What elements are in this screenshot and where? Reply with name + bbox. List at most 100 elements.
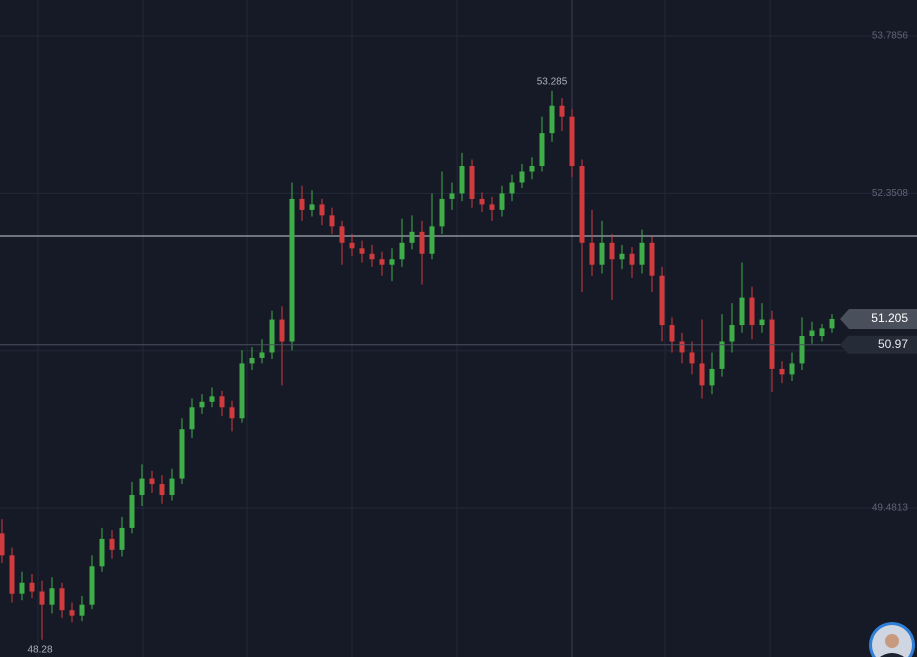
- candle-body: [369, 253, 375, 260]
- candle-body: [229, 407, 235, 419]
- candle-body: [299, 198, 305, 210]
- low-label: 48.28: [27, 644, 52, 655]
- candle-body: [219, 396, 225, 408]
- candle-body: [629, 253, 635, 265]
- candle-body: [79, 604, 85, 616]
- candle-body: [279, 319, 285, 342]
- candle-body: [529, 166, 535, 172]
- candle-body: [499, 193, 505, 210]
- candle-body: [479, 198, 485, 205]
- candle-body: [309, 204, 315, 210]
- price-label: 51.205: [871, 311, 908, 325]
- candle-body: [559, 105, 565, 117]
- candle-body: [239, 363, 245, 419]
- candle-body: [269, 319, 275, 353]
- y-tick-label: 53.7856: [872, 31, 909, 42]
- candle-body: [119, 527, 125, 550]
- vertical-grid: [37, 0, 771, 657]
- candle-body: [319, 204, 325, 216]
- candle-body: [329, 215, 335, 227]
- y-tick-label: 52.3508: [872, 188, 909, 199]
- candle-body: [599, 242, 605, 265]
- candle-body: [419, 231, 425, 254]
- candle-body: [829, 319, 835, 329]
- candle-body: [679, 341, 685, 353]
- candle-body: [0, 533, 5, 556]
- candle-body: [39, 591, 45, 605]
- avatar-part: [879, 653, 905, 657]
- candle-body: [289, 198, 295, 342]
- candle-body: [789, 363, 795, 375]
- candle-body: [49, 588, 55, 605]
- candle-body: [579, 166, 585, 243]
- candle-body: [639, 242, 645, 265]
- candle-body: [729, 325, 735, 342]
- candle-body: [539, 133, 545, 167]
- candle-body: [199, 401, 205, 408]
- candle-body: [29, 582, 35, 592]
- candle-body: [699, 363, 705, 386]
- candle-body: [659, 275, 665, 326]
- candle-body: [409, 231, 415, 243]
- candle-body: [649, 242, 655, 276]
- candle-body: [129, 495, 135, 528]
- candle-body: [669, 325, 675, 342]
- candle-body: [619, 253, 625, 260]
- candle-body: [139, 478, 145, 496]
- candle-body: [179, 429, 185, 479]
- candle-body: [189, 407, 195, 430]
- candle-body: [259, 352, 265, 358]
- candle-body: [209, 396, 215, 402]
- price-tag: [840, 309, 917, 330]
- candle-body: [69, 610, 75, 616]
- candle-body: [149, 478, 155, 485]
- candle-body: [609, 242, 615, 260]
- candle-body: [819, 328, 825, 337]
- candle-body: [449, 193, 455, 199]
- candle-body: [589, 242, 595, 265]
- candle-body: [749, 297, 755, 326]
- candle-body: [689, 352, 695, 364]
- candle-body: [739, 297, 745, 326]
- candle-body: [429, 226, 435, 254]
- candle-body: [469, 166, 475, 199]
- candle-body: [509, 182, 515, 194]
- candle-body: [9, 555, 15, 594]
- candle-body: [719, 341, 725, 369]
- candle-body: [399, 242, 405, 260]
- high-label: 53.285: [537, 77, 568, 88]
- candle-body: [769, 319, 775, 369]
- candle-body: [59, 588, 65, 611]
- candle-body: [169, 478, 175, 496]
- candle-body: [379, 259, 385, 265]
- candle-body: [89, 566, 95, 605]
- candle-body: [159, 484, 165, 496]
- candle-body: [809, 330, 815, 337]
- candle-body: [109, 538, 115, 550]
- candle-body: [439, 198, 445, 227]
- candle-body: [99, 538, 105, 567]
- candle-body: [339, 226, 345, 243]
- candle-body: [389, 259, 395, 265]
- candle-body: [549, 105, 555, 134]
- candle-body: [759, 319, 765, 326]
- candle-body: [519, 171, 525, 183]
- candle-body: [779, 368, 785, 375]
- candle-body: [709, 368, 715, 386]
- avatar-part: [885, 634, 899, 648]
- candle-body: [569, 116, 575, 167]
- candle-body: [799, 336, 805, 364]
- candle-body: [359, 248, 365, 254]
- crosshair-tag: [840, 335, 917, 354]
- candle-body: [19, 582, 25, 594]
- y-tick-label: 49.4813: [872, 503, 909, 514]
- candle-body: [349, 242, 355, 249]
- crosshair-label: 50.97: [878, 337, 908, 351]
- candle-body: [249, 357, 255, 364]
- candle-body: [459, 166, 465, 194]
- avatar: [869, 622, 915, 657]
- candle-body: [489, 204, 495, 210]
